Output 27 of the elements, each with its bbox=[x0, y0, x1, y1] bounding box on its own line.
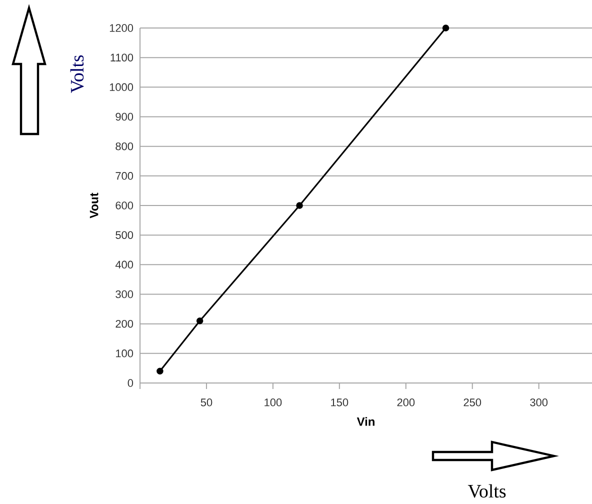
y-tick-label: 900 bbox=[116, 112, 134, 121]
y-tick-label: 1100 bbox=[110, 54, 134, 62]
point bbox=[296, 202, 303, 209]
y-tick-label: 800 bbox=[116, 142, 134, 150]
x-axis-title: Vin bbox=[356, 417, 374, 426]
point bbox=[156, 368, 164, 375]
y-tick-label: 700 bbox=[116, 172, 134, 180]
x-tick-label: 200 bbox=[397, 398, 415, 406]
y-tick-label: 500 bbox=[116, 231, 134, 239]
x-tick-label: 50 bbox=[200, 398, 212, 406]
y-tick-label: 1000 bbox=[110, 83, 134, 92]
y-tick-label: 200 bbox=[116, 320, 134, 328]
y-tick-label: 400 bbox=[115, 260, 134, 269]
point bbox=[442, 24, 450, 32]
text: Volts bbox=[70, 55, 84, 94]
y-tick-label: 0 bbox=[128, 379, 134, 387]
x-tick-label: 100 bbox=[264, 398, 282, 406]
y-tick-label: 300 bbox=[116, 290, 134, 298]
text: Volts bbox=[468, 484, 506, 498]
point bbox=[196, 317, 204, 324]
x-tick-label: 150 bbox=[331, 398, 348, 406]
y-axis-title: Vout bbox=[90, 192, 98, 218]
y-tick-label: 600 bbox=[116, 202, 134, 210]
x-tick-label: 250 bbox=[464, 398, 482, 406]
y-tick-label: 100 bbox=[116, 350, 134, 358]
y-tick-label: 1200 bbox=[110, 24, 134, 32]
x-tick-label: 300 bbox=[530, 398, 548, 406]
